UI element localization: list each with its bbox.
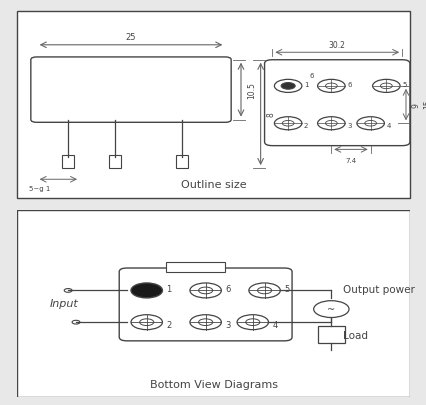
Text: 4: 4 bbox=[386, 123, 390, 129]
Text: 5: 5 bbox=[401, 82, 406, 88]
Bar bbox=[109, 156, 121, 168]
FancyBboxPatch shape bbox=[119, 269, 291, 341]
Circle shape bbox=[245, 319, 259, 326]
Text: 3: 3 bbox=[346, 123, 351, 129]
Circle shape bbox=[325, 121, 337, 127]
Circle shape bbox=[282, 121, 294, 127]
FancyBboxPatch shape bbox=[31, 58, 230, 123]
Text: 2: 2 bbox=[303, 123, 308, 129]
Circle shape bbox=[257, 288, 271, 294]
Text: 30.2: 30.2 bbox=[328, 40, 345, 49]
Text: 1: 1 bbox=[166, 284, 171, 293]
Text: 5: 5 bbox=[284, 284, 289, 293]
Text: 1: 1 bbox=[303, 82, 308, 88]
Circle shape bbox=[274, 117, 301, 130]
Bar bbox=[176, 156, 187, 168]
Text: 8: 8 bbox=[266, 112, 275, 117]
Bar bbox=[166, 263, 225, 272]
Text: 6: 6 bbox=[225, 284, 230, 293]
Circle shape bbox=[317, 80, 344, 93]
Circle shape bbox=[274, 80, 301, 93]
Circle shape bbox=[325, 84, 337, 90]
Text: Output power: Output power bbox=[343, 284, 414, 294]
Circle shape bbox=[280, 83, 294, 90]
Text: 6: 6 bbox=[309, 73, 313, 79]
Circle shape bbox=[190, 315, 221, 330]
Text: Load: Load bbox=[343, 330, 367, 341]
Text: Input: Input bbox=[50, 299, 78, 309]
Text: 4: 4 bbox=[272, 320, 277, 329]
Circle shape bbox=[64, 289, 72, 292]
Circle shape bbox=[317, 117, 344, 130]
Text: 10.5: 10.5 bbox=[246, 82, 255, 99]
Circle shape bbox=[131, 283, 162, 298]
Text: ~: ~ bbox=[326, 304, 335, 314]
Circle shape bbox=[313, 301, 348, 318]
Circle shape bbox=[356, 117, 383, 130]
Circle shape bbox=[139, 319, 153, 326]
Text: 7.4: 7.4 bbox=[345, 158, 356, 164]
Text: 6: 6 bbox=[346, 82, 351, 88]
Text: 25: 25 bbox=[126, 33, 136, 42]
Circle shape bbox=[236, 315, 268, 330]
Circle shape bbox=[198, 288, 212, 294]
Text: 2: 2 bbox=[166, 320, 171, 329]
Text: 15: 15 bbox=[423, 99, 426, 108]
Circle shape bbox=[380, 84, 391, 90]
Text: 3: 3 bbox=[225, 320, 230, 329]
Text: 9: 9 bbox=[411, 103, 420, 108]
Bar bbox=[317, 326, 344, 343]
Circle shape bbox=[131, 315, 162, 330]
Circle shape bbox=[248, 283, 279, 298]
Text: 5~g 1: 5~g 1 bbox=[29, 185, 50, 192]
Circle shape bbox=[72, 320, 80, 324]
Circle shape bbox=[198, 319, 212, 326]
Circle shape bbox=[364, 121, 376, 127]
Circle shape bbox=[372, 80, 399, 93]
FancyBboxPatch shape bbox=[264, 61, 409, 146]
Circle shape bbox=[190, 283, 221, 298]
Text: Outline size: Outline size bbox=[180, 179, 246, 189]
Text: Bottom View Diagrams: Bottom View Diagrams bbox=[149, 379, 277, 390]
Bar bbox=[62, 156, 74, 168]
